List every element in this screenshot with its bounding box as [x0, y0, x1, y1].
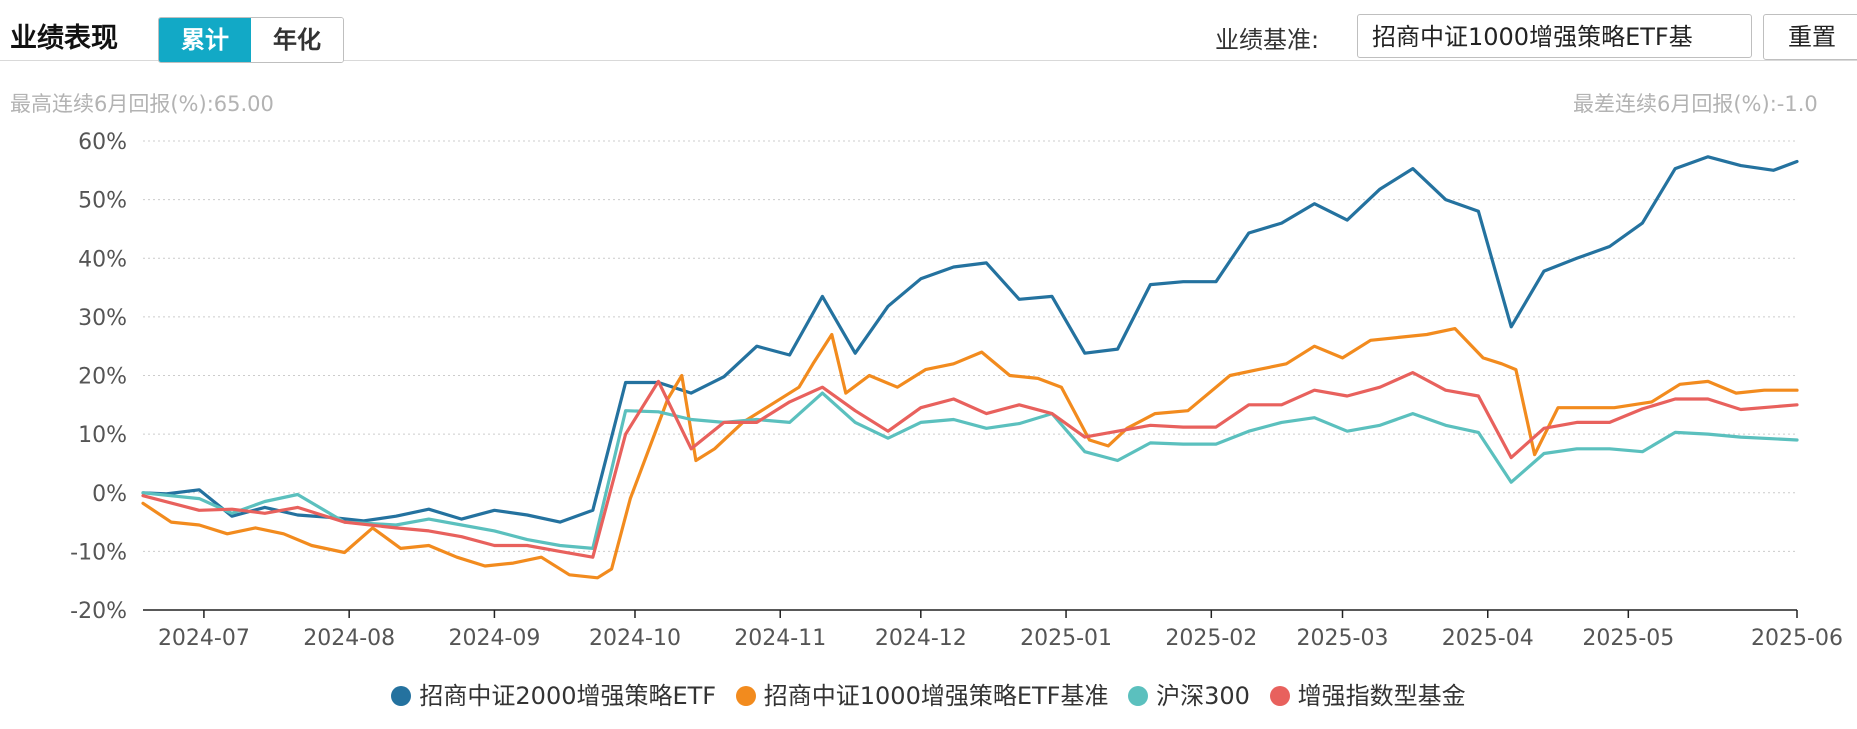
- legend-item-series-0[interactable]: 招商中证2000增强策略ETF: [391, 676, 716, 711]
- grid-lines: [143, 140, 1797, 552]
- legend-label-0: 招商中证2000增强策略ETF: [419, 682, 717, 710]
- x-tick-label: 2025-02: [1165, 626, 1257, 651]
- chart-header: 业绩表现 累计 年化 业绩基准: 招商中证1000增强策略ETF基 重置: [0, 0, 1857, 63]
- toggle-cumulative-button[interactable]: 累计: [159, 18, 251, 62]
- legend-item-series-1[interactable]: 招商中证1000增强策略ETF基准: [735, 676, 1109, 711]
- y-tick-label: -10%: [70, 540, 127, 565]
- min-6m-return-stat: 最差连续6月回报(%):-1.0: [1573, 92, 1818, 116]
- series-line-3: [141, 371, 1799, 559]
- series-line-0: [141, 155, 1799, 524]
- series-line-1: [141, 327, 1799, 580]
- y-axis-ticks: -20% -10% 0% 10% 20% 30% 40% 50% 60%: [70, 130, 127, 624]
- x-tick-label: 2024-08: [303, 626, 395, 651]
- y-tick-label: -20%: [70, 599, 127, 624]
- legend-label-1: 招商中证1000增强策略ETF基准: [763, 682, 1109, 710]
- toggle-annualized-button[interactable]: 年化: [251, 18, 343, 62]
- reset-button[interactable]: 重置: [1763, 14, 1857, 60]
- x-tick-label: 2024-12: [875, 626, 967, 651]
- benchmark-label: 业绩基准:: [1215, 26, 1320, 54]
- y-tick-label: 10%: [78, 423, 127, 448]
- series-line-2: [141, 391, 1799, 551]
- period-toggle: 累计 年化: [158, 17, 344, 63]
- legend-dot-2: [1128, 686, 1149, 706]
- section-title: 业绩表现: [10, 23, 118, 54]
- y-tick-label: 0%: [92, 482, 127, 507]
- x-tick-label: 2024-10: [589, 626, 681, 651]
- x-tick-label: 2025-05: [1582, 626, 1674, 651]
- x-axis: 2024-07 2024-08 2024-09 2024-10 2024-11 2024-…: [143, 609, 1843, 651]
- series-lines: [141, 155, 1799, 580]
- x-tick-label: 2024-07: [158, 626, 250, 651]
- x-tick-label: 2024-11: [734, 626, 826, 651]
- legend-label-3: 增强指数型基金: [1297, 682, 1466, 710]
- legend-dot-0: [391, 686, 412, 706]
- legend-label-2: 沪深300: [1156, 682, 1250, 710]
- legend-dot-1: [735, 686, 756, 706]
- y-tick-label: 40%: [78, 247, 127, 272]
- max-6m-return-stat: 最高连续6月回报(%):65.00: [10, 92, 274, 116]
- y-tick-label: 60%: [78, 130, 127, 155]
- y-tick-label: 20%: [78, 365, 127, 390]
- x-tick-label: 2024-09: [448, 626, 540, 651]
- x-tick-label: 2025-06: [1751, 626, 1843, 651]
- x-tick-label: 2025-03: [1297, 626, 1389, 651]
- x-tick-label: 2025-04: [1442, 626, 1534, 651]
- benchmark-select[interactable]: 招商中证1000增强策略ETF基: [1357, 14, 1752, 58]
- y-tick-label: 30%: [78, 306, 127, 331]
- legend-item-series-2[interactable]: 沪深300: [1128, 676, 1250, 711]
- y-tick-label: 50%: [78, 189, 127, 214]
- chart-legend: 招商中证2000增强策略ETF 招商中证1000增强策略ETF基准 沪深300 …: [0, 676, 1857, 711]
- legend-dot-3: [1269, 686, 1290, 706]
- legend-item-series-3[interactable]: 增强指数型基金: [1269, 676, 1466, 711]
- x-tick-label: 2025-01: [1020, 626, 1112, 651]
